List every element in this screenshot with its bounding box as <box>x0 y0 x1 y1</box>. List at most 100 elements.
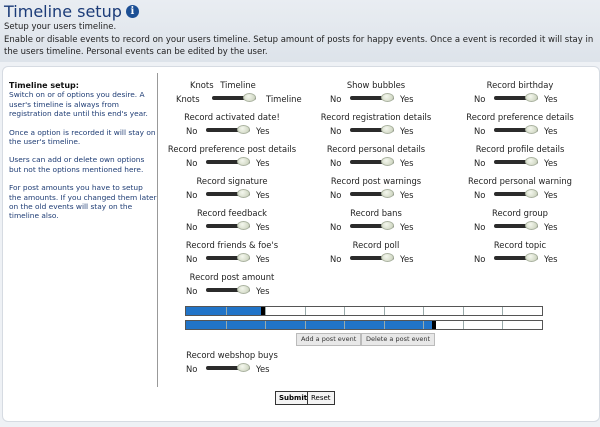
post-amount-handle[interactable] <box>261 307 265 315</box>
option-no-label: No <box>330 94 342 104</box>
record-post-amount-option: Record post amount No Yes <box>162 272 302 300</box>
toggle-knob[interactable] <box>525 93 538 102</box>
option-yes-label: Yes <box>544 158 558 168</box>
option-no-label: No <box>330 126 342 136</box>
toggle-knob[interactable] <box>381 157 394 166</box>
option-label: Record group <box>492 208 548 218</box>
bar-segment-divider <box>423 321 424 329</box>
record-webshop-buys-option: Record webshop buys No Yes <box>162 350 302 378</box>
option-label: Record poll <box>352 240 400 250</box>
option-yes-label: Yes <box>256 222 270 232</box>
record-friends-foes-option: Record friends & foe's No Yes <box>162 240 302 268</box>
record-personal-warning-toggle[interactable] <box>494 189 540 198</box>
record-post-warnings-toggle[interactable] <box>350 189 396 198</box>
record-group-toggle[interactable] <box>494 221 540 230</box>
option-yes-label: Yes <box>256 254 270 264</box>
submit-button[interactable]: Submit <box>275 391 312 405</box>
show-bubbles-toggle[interactable] <box>350 93 396 102</box>
delete-post-event-button[interactable]: Delete a post event <box>361 333 436 346</box>
option-label: Record friends & foe's <box>185 240 279 250</box>
record-registration-details-toggle[interactable] <box>350 125 396 134</box>
option-label: Record birthday <box>486 80 554 90</box>
toggle-knob[interactable] <box>525 157 538 166</box>
record-bans-toggle[interactable] <box>350 221 396 230</box>
knots-timeline-toggle[interactable] <box>212 93 258 102</box>
option-label: Record post amount <box>189 272 275 282</box>
toggle-knob[interactable] <box>237 221 250 230</box>
record-personal-warning-option: Record personal warning No Yes <box>450 176 590 204</box>
toggle-knob[interactable] <box>381 125 394 134</box>
option-no-label: No <box>186 190 198 200</box>
toggle-knob[interactable] <box>237 253 250 262</box>
record-personal-details-toggle[interactable] <box>350 157 396 166</box>
page-subtitle: Setup your users timeline. <box>4 22 117 32</box>
record-registration-details-option: Record registration details No Yes <box>306 112 446 140</box>
post-amount-bar-2[interactable] <box>185 320 543 330</box>
record-profile-details-toggle[interactable] <box>494 157 540 166</box>
option-label: Timeline <box>220 80 256 90</box>
toggle-knob[interactable] <box>237 125 250 134</box>
record-friends-foes-toggle[interactable] <box>206 253 252 262</box>
option-yes-label: Yes <box>544 126 558 136</box>
bar-segment-divider <box>463 321 464 329</box>
record-topic-toggle[interactable] <box>494 253 540 262</box>
help-sidebar: Timeline setup: Switch on or of options … <box>9 81 157 230</box>
toggle-knob[interactable] <box>381 221 394 230</box>
record-preference-details-toggle[interactable] <box>494 125 540 134</box>
toggle-knob[interactable] <box>237 285 250 294</box>
option-label: Record feedback <box>196 208 268 218</box>
option-no-label: No <box>186 286 198 296</box>
option-yes-label: Yes <box>400 126 414 136</box>
bar-segment-divider <box>305 321 306 329</box>
toggle-knob[interactable] <box>525 221 538 230</box>
option-yes-label: Yes <box>544 254 558 264</box>
record-activated-date-toggle[interactable] <box>206 125 252 134</box>
option-no-label: No <box>330 190 342 200</box>
add-post-event-button[interactable]: Add a post event <box>296 333 362 346</box>
bar-segment-divider <box>344 307 345 315</box>
record-birthday-toggle[interactable] <box>494 93 540 102</box>
record-preference-post-details-option: Record preference post details No Yes <box>162 144 302 172</box>
sidebar-text-3: Users can add or delete own options but … <box>9 155 145 174</box>
record-post-amount-toggle[interactable] <box>206 285 252 294</box>
toggle-knob[interactable] <box>243 93 256 102</box>
post-amount-handle[interactable] <box>432 321 436 329</box>
option-yes-label: Yes <box>400 158 414 168</box>
bar-segment-divider <box>384 321 385 329</box>
record-webshop-buys-toggle[interactable] <box>206 363 252 372</box>
record-poll-option: Record poll No Yes <box>306 240 446 268</box>
show-bubbles-option: Show bubbles No Yes <box>306 80 446 108</box>
toggle-knob[interactable] <box>381 93 394 102</box>
toggle-knob[interactable] <box>381 189 394 198</box>
option-yes-label: Yes <box>256 190 270 200</box>
reset-button[interactable]: Reset <box>307 391 335 405</box>
record-preference-post-details-toggle[interactable] <box>206 157 252 166</box>
option-yes-label: Yes <box>400 94 414 104</box>
option-label: Record preference post details <box>167 144 297 154</box>
option-label: Record profile details <box>475 144 565 154</box>
toggle-knob[interactable] <box>381 253 394 262</box>
info-icon[interactable]: i <box>125 5 139 18</box>
sidebar-text-1: Switch on or of options you desire. A us… <box>9 90 148 119</box>
toggle-knob[interactable] <box>525 253 538 262</box>
post-amount-bar-1[interactable] <box>185 306 543 316</box>
bar-segment-divider <box>502 307 503 315</box>
toggle-knob[interactable] <box>525 189 538 198</box>
option-yes-label: Yes <box>544 94 558 104</box>
record-poll-toggle[interactable] <box>350 253 396 262</box>
option-no-label: No <box>186 364 198 374</box>
toggle-knob[interactable] <box>237 157 250 166</box>
bar-segment-divider <box>265 307 266 315</box>
record-feedback-toggle[interactable] <box>206 221 252 230</box>
option-yes-label: Yes <box>544 190 558 200</box>
option-label: Record preference details <box>466 112 574 122</box>
record-signature-toggle[interactable] <box>206 189 252 198</box>
bar-segment-divider <box>384 307 385 315</box>
post-amount-fill <box>186 321 432 329</box>
toggle-knob[interactable] <box>237 189 250 198</box>
bar-segment-divider <box>423 307 424 315</box>
toggle-knob[interactable] <box>237 363 250 372</box>
record-birthday-option: Record birthday No Yes <box>450 80 590 108</box>
option-label: Record registration details <box>320 112 432 122</box>
toggle-knob[interactable] <box>525 125 538 134</box>
